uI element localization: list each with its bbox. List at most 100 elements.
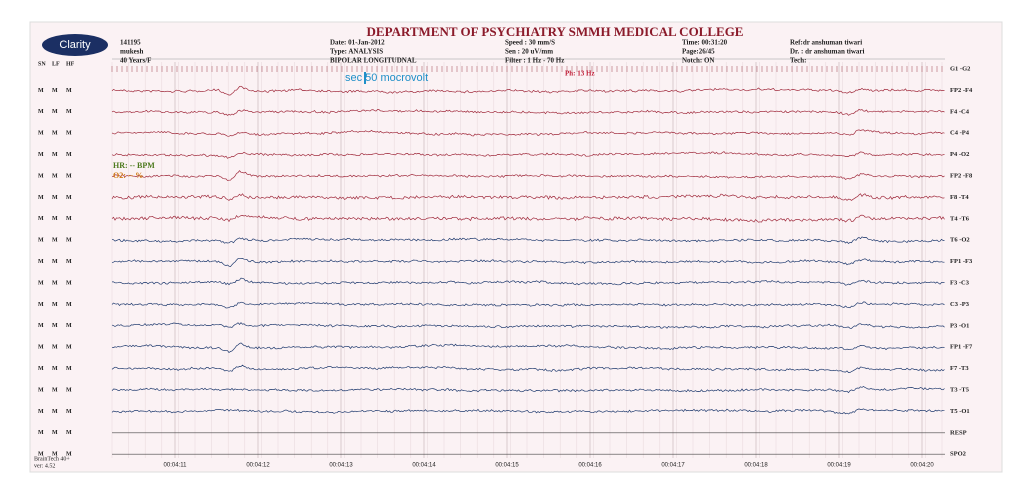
- channel-flag: M: [38, 452, 44, 458]
- eeg-trace: [111, 85, 945, 96]
- channel-label: C4 -P4: [950, 130, 970, 137]
- channel-flag: M: [52, 280, 58, 286]
- channel-label: P3 -O1: [950, 322, 969, 329]
- channel-label: FP2 -F4: [950, 87, 973, 94]
- channel-flag: M: [38, 131, 44, 137]
- channel-flag: M: [38, 280, 44, 286]
- header-field: Speed : 30 mm/S: [505, 39, 555, 47]
- channel-flag: M: [66, 216, 72, 222]
- eeg-trace: [111, 257, 945, 267]
- time-label: 00:04:15: [495, 463, 519, 469]
- hr-annotation: HR: -- BPM: [113, 161, 155, 170]
- channel-flag: M: [52, 259, 58, 265]
- channel-flag: M: [38, 259, 44, 265]
- channel-flag: M: [66, 238, 72, 244]
- channel-flag: M: [66, 259, 72, 265]
- channel-flag: M: [38, 88, 44, 94]
- eeg-trace: [111, 170, 945, 181]
- photic-annotation: Ph: 13 Hz: [565, 70, 595, 78]
- channel-flag: M: [52, 216, 58, 222]
- channel-flag: M: [52, 345, 58, 351]
- eeg-trace: [111, 236, 945, 244]
- channel-flag: M: [52, 131, 58, 137]
- eeg-trace: [111, 129, 945, 137]
- channel-flag: M: [52, 238, 58, 244]
- channel-label: F8 -T4: [950, 194, 969, 201]
- channel-flag: M: [66, 452, 72, 458]
- channel-flag: M: [52, 430, 58, 436]
- channel-flag: M: [66, 280, 72, 286]
- header-field: BIPOLAR LONGITUDNAL: [330, 57, 417, 65]
- channel-label: FP1 -F3: [950, 258, 973, 265]
- channel-flag: M: [52, 88, 58, 94]
- channel-flag: M: [38, 345, 44, 351]
- eeg-trace: [111, 385, 945, 394]
- channel-label: G1 -G2: [950, 65, 970, 72]
- channel-flag: M: [52, 152, 58, 158]
- time-label: 00:04:16: [578, 463, 602, 469]
- channel-label: C3 -P3: [950, 301, 970, 308]
- channel-label: T4 -T6: [950, 215, 970, 222]
- header-field: Time: 00:31:20: [682, 39, 728, 47]
- flag-header: LF: [52, 61, 60, 67]
- header-field: Sen : 20 uV/mm: [505, 48, 553, 56]
- channel-flag: M: [38, 195, 44, 201]
- time-label: 00:04:13: [329, 463, 353, 469]
- scale-annotation: sec 50 mocrovolt: [345, 72, 428, 84]
- channel-label: FP2 -F8: [950, 172, 973, 179]
- channel-label: RESP: [950, 429, 967, 436]
- channel-label: F4 -C4: [950, 108, 970, 115]
- channel-label: T3 -T5: [950, 386, 970, 393]
- channel-flag: M: [38, 387, 44, 393]
- channel-label: FP1 -F7: [950, 344, 973, 351]
- eeg-trace: [111, 151, 945, 159]
- header-field: 40 Years/F: [120, 57, 151, 65]
- channel-label: T5 -O1: [950, 408, 970, 415]
- channel-flag: M: [38, 323, 44, 329]
- header-field: Ref:dr anshuman tiwari: [790, 39, 862, 47]
- channel-flag: M: [52, 387, 58, 393]
- header-field: Filter : 1 Hz - 70 Hz: [505, 57, 564, 65]
- channel-flag: M: [66, 195, 72, 201]
- eeg-trace: [111, 301, 945, 309]
- header-field: Date: 01-Jan-2012: [330, 39, 385, 47]
- channel-label: F3 -C3: [950, 279, 970, 286]
- header-field: Dr. : dr anshuman tiwari: [790, 48, 865, 56]
- eeg-trace: [111, 108, 945, 116]
- channel-label: P4 -O2: [950, 151, 969, 158]
- time-label: 00:04:11: [164, 463, 188, 469]
- channel-flag: M: [66, 109, 72, 115]
- paper: [29, 21, 1003, 473]
- channel-flag: M: [66, 345, 72, 351]
- eeg-trace: [111, 214, 945, 223]
- channel-flag: M: [66, 409, 72, 415]
- o2-annotation: O2: -- %: [113, 171, 143, 180]
- channel-flag: M: [38, 430, 44, 436]
- flag-header: SN: [38, 61, 46, 67]
- channel-flag: M: [52, 195, 58, 201]
- channel-flag: M: [38, 109, 44, 115]
- channel-flag: M: [38, 173, 44, 179]
- logo-badge: [42, 34, 108, 56]
- eeg-trace: [111, 193, 945, 201]
- time-label: 00:04:18: [744, 463, 768, 469]
- channel-label: T6 -O2: [950, 237, 970, 244]
- channel-flag: M: [52, 409, 58, 415]
- header-field: mukesh: [120, 48, 143, 56]
- channel-flag: M: [66, 131, 72, 137]
- channel-flag: M: [66, 302, 72, 308]
- footer: BrainTech 40+: [34, 456, 70, 462]
- channel-flag: M: [52, 323, 58, 329]
- channel-label: SPO2: [950, 451, 966, 458]
- header-field: 141195: [120, 39, 141, 47]
- channel-flag: M: [66, 88, 72, 94]
- time-label: 00:04:12: [246, 463, 270, 469]
- title: DEPARTMENT OF PSYCHIATRY SMMH MEDICAL CO…: [367, 24, 744, 39]
- header-field: Notch: ON: [682, 57, 714, 65]
- flag-header: HF: [66, 61, 75, 67]
- channel-flag: M: [38, 216, 44, 222]
- channel-flag: M: [52, 366, 58, 372]
- channel-flag: M: [38, 152, 44, 158]
- header-field: Type: ANALYSIS: [330, 48, 383, 56]
- channel-flag: M: [66, 152, 72, 158]
